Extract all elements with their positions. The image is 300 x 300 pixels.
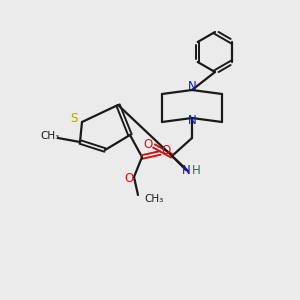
Text: CH₃: CH₃ — [40, 131, 60, 141]
Text: S: S — [70, 112, 78, 125]
Text: O: O — [143, 137, 153, 151]
Text: O: O — [161, 145, 171, 158]
Text: N: N — [182, 164, 190, 176]
Text: H: H — [192, 164, 200, 176]
Text: N: N — [188, 115, 196, 128]
Text: O: O — [124, 172, 134, 185]
Text: CH₃: CH₃ — [144, 194, 163, 204]
Text: N: N — [188, 80, 196, 94]
